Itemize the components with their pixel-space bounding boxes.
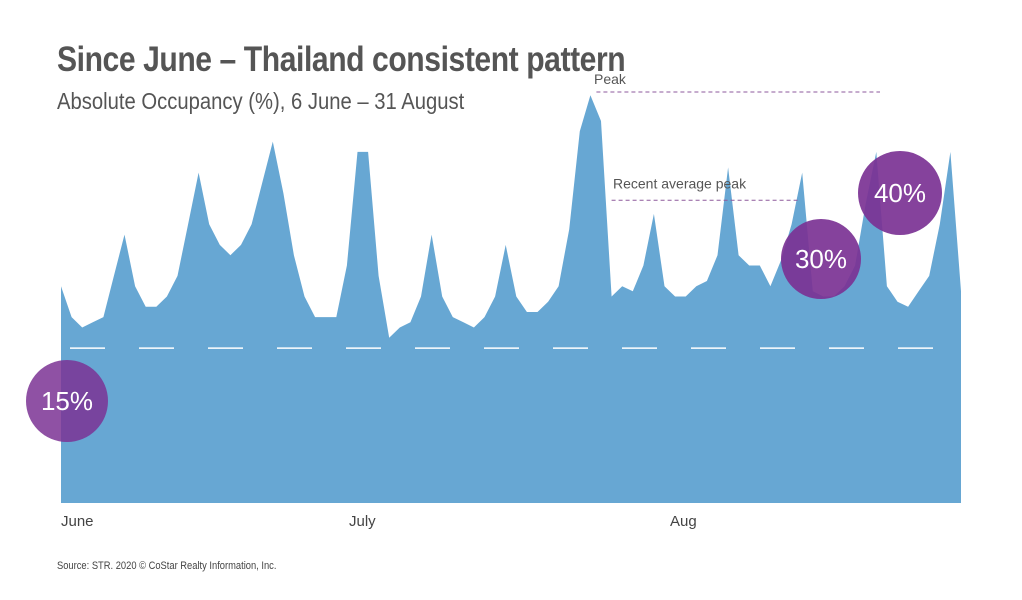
baseline-badge: 15%: [26, 360, 108, 442]
recent-average-peak-label: Recent average peak: [613, 175, 747, 191]
occupancy-area: [61, 95, 961, 503]
peak-badge-text: 40%: [874, 178, 926, 208]
x-tick-aug: Aug: [670, 513, 697, 530]
recent-average-peak-badge: 30%: [781, 219, 861, 299]
baseline-badge-text: 15%: [41, 386, 93, 416]
x-tick-june: June: [61, 513, 94, 530]
chart-title: Since June – Thailand consistent pattern: [57, 40, 626, 79]
baseline-badge-circle: [26, 360, 108, 442]
source-note: Source: STR. 2020 © CoStar Realty Inform…: [57, 560, 277, 572]
peak-badge-circle: [858, 151, 942, 235]
peak-badge: 40%: [858, 151, 942, 235]
recent-average-peak-badge-circle: [781, 219, 861, 299]
x-tick-july: July: [349, 513, 376, 530]
recent-average-peak-badge-text: 30%: [795, 244, 847, 274]
chart-subtitle: Absolute Occupancy (%), 6 June – 31 Augu…: [57, 88, 465, 114]
peak-label: Peak: [594, 71, 627, 87]
